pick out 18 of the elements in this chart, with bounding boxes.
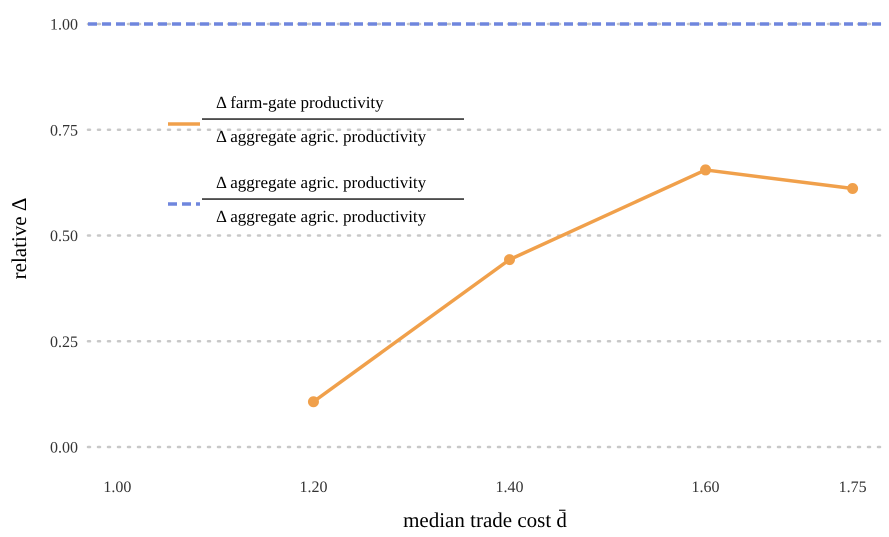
y-axis-title: relative Δ — [7, 198, 31, 280]
x-axis-title: median trade cost d̄ — [403, 508, 568, 532]
point — [504, 254, 516, 266]
y-tick-label: 0.50 — [50, 228, 78, 246]
legend-label: Δ aggregate agric. productivity Δ aggregate agric. productivity — [216, 173, 430, 226]
x-tick-label: 1.75 — [838, 479, 867, 496]
y-tick-label: 0.25 — [50, 334, 78, 351]
x-tick-label: 1.20 — [299, 479, 328, 496]
point — [308, 396, 319, 408]
x-tick-label: 1.00 — [103, 479, 132, 496]
legend-label: Δ farm-gate productivity Δ aggregate agric. productivity — [216, 93, 427, 146]
point — [700, 164, 712, 176]
x-tick-label: 1.60 — [692, 479, 720, 496]
y-tick-label: 1.00 — [50, 16, 78, 34]
point — [847, 183, 858, 194]
y-tick-label: 0.00 — [50, 440, 78, 457]
x-tick-label: 1.40 — [496, 479, 524, 496]
y-tick-label: 0.75 — [50, 122, 78, 140]
